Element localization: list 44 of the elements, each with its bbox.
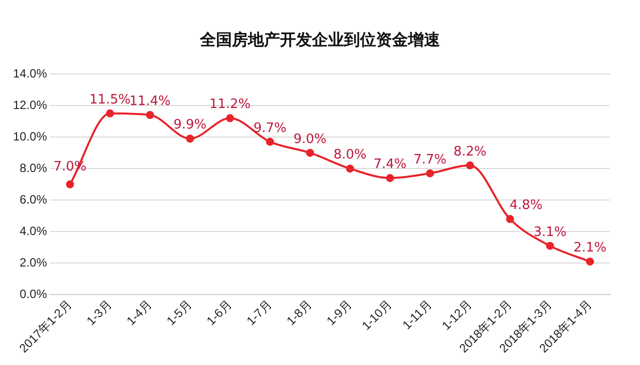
- x-tick-label: 1-9月: [324, 297, 354, 328]
- point: [506, 215, 514, 224]
- x-tick-label: 1-6月: [204, 297, 234, 328]
- data-label: 11.4%: [129, 94, 171, 109]
- chart-title: 全国房地产开发企业到位资金增速: [198, 30, 441, 51]
- data-label: 11.2%: [209, 97, 251, 112]
- y-tick-label: 2.0%: [20, 255, 48, 270]
- data-label: 3.1%: [533, 224, 567, 240]
- data-label: 8.0%: [333, 148, 367, 163]
- point: [306, 148, 314, 157]
- data-label: 8.2%: [453, 144, 487, 160]
- point: [346, 164, 354, 173]
- x-tick-label: 1-7月: [244, 297, 274, 328]
- point: [226, 114, 234, 122]
- y-tick-label: 4.0%: [20, 224, 48, 238]
- point: [266, 138, 274, 146]
- y-tick-label: 12.0%: [12, 98, 48, 112]
- y-tick-label: 14.0%: [12, 66, 48, 80]
- x-tick-label: 1-5月: [164, 297, 194, 328]
- x-tick-label: 1-8月: [284, 297, 314, 328]
- point: [66, 180, 74, 188]
- point: [186, 134, 194, 143]
- x-tick-label: 1-3月: [84, 297, 114, 328]
- data-label: 2.1%: [573, 240, 607, 256]
- point: [586, 258, 594, 266]
- point: [546, 242, 554, 250]
- data-label: 9.7%: [254, 120, 287, 136]
- data-label: 9.0%: [294, 132, 327, 147]
- data-label: 9.9%: [174, 118, 207, 133]
- point: [386, 174, 394, 182]
- y-tick-label: 0.0%: [20, 287, 48, 302]
- y-tick-label: 10.0%: [12, 129, 48, 144]
- y-tick-label: 8.0%: [20, 160, 48, 175]
- data-label: 11.5%: [89, 92, 131, 108]
- x-tick-label: 1-11月: [400, 297, 434, 332]
- data-label: 7.4%: [373, 157, 407, 172]
- data-label: 4.8%: [509, 198, 543, 214]
- point: [146, 110, 154, 119]
- point: [466, 161, 474, 170]
- point: [106, 109, 114, 118]
- y-tick-label: 6.0%: [20, 192, 48, 206]
- point: [426, 169, 434, 178]
- x-tick-label: 1-4月: [124, 297, 154, 328]
- data-label: 7.7%: [413, 152, 447, 168]
